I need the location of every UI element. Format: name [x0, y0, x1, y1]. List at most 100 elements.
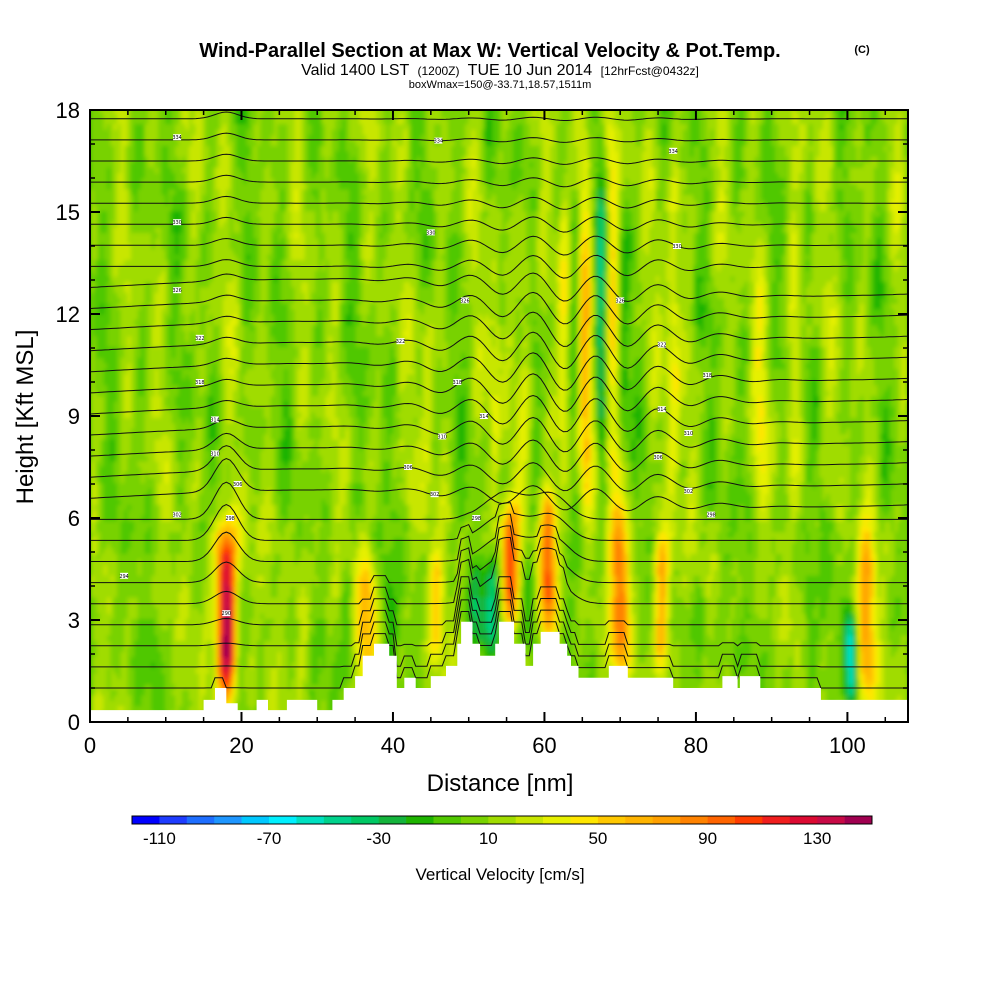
velocity-cell	[131, 319, 135, 325]
velocity-cell	[100, 396, 104, 402]
velocity-cell	[138, 292, 142, 298]
velocity-cell	[134, 700, 138, 706]
velocity-cell	[117, 564, 121, 570]
velocity-cell	[117, 532, 121, 538]
velocity-cell	[131, 129, 135, 135]
velocity-cell	[93, 575, 97, 581]
velocity-cell	[107, 238, 111, 244]
velocity-cell	[107, 570, 111, 576]
velocity-cell	[138, 412, 142, 418]
velocity-cell	[127, 455, 131, 461]
velocity-cell	[138, 330, 142, 336]
velocity-cell	[134, 352, 138, 358]
velocity-cell	[134, 347, 138, 353]
velocity-cell	[100, 684, 104, 690]
velocity-cell	[110, 586, 114, 592]
velocity-cell	[117, 684, 121, 690]
velocity-cell	[117, 379, 121, 385]
velocity-cell	[117, 678, 121, 684]
velocity-cell	[117, 173, 121, 179]
velocity-cell	[138, 194, 142, 200]
velocity-cell	[138, 466, 142, 472]
velocity-cell	[107, 189, 111, 195]
vertical-section-chart: Wind-Parallel Section at Max W: Vertical…	[0, 0, 1000, 1000]
velocity-cell	[138, 254, 142, 260]
velocity-cell	[107, 341, 111, 347]
velocity-cell	[127, 635, 131, 641]
velocity-cell	[93, 238, 97, 244]
velocity-cell	[117, 499, 121, 505]
velocity-cell	[131, 352, 135, 358]
velocity-cell	[124, 586, 128, 592]
velocity-cell	[134, 586, 138, 592]
velocity-cell	[124, 276, 128, 282]
velocity-cell	[107, 140, 111, 146]
velocity-cell	[127, 646, 131, 652]
velocity-cell	[124, 619, 128, 625]
velocity-cell	[124, 173, 128, 179]
velocity-cell	[117, 515, 121, 521]
velocity-cell	[127, 548, 131, 554]
velocity-cell	[107, 374, 111, 380]
velocity-cell	[110, 243, 114, 249]
velocity-cell	[124, 553, 128, 559]
velocity-cell	[104, 303, 108, 309]
velocity-cell	[107, 526, 111, 532]
velocity-cell	[124, 684, 128, 690]
velocity-cell	[127, 330, 131, 336]
velocity-cell	[104, 673, 108, 679]
velocity-cell	[114, 249, 118, 255]
velocity-cell	[114, 488, 118, 494]
velocity-cell	[104, 238, 108, 244]
velocity-cell	[124, 678, 128, 684]
velocity-cell	[117, 521, 121, 527]
velocity-cell	[124, 287, 128, 293]
velocity-cell	[93, 145, 97, 151]
velocity-cell	[117, 145, 121, 151]
velocity-cell	[114, 423, 118, 429]
velocity-cell	[110, 352, 114, 358]
velocity-cell	[134, 526, 138, 532]
velocity-cell	[117, 396, 121, 402]
velocity-cell	[107, 494, 111, 500]
velocity-cell	[138, 428, 142, 434]
velocity-cell	[117, 548, 121, 554]
velocity-cell	[107, 314, 111, 320]
velocity-cell	[131, 287, 135, 293]
velocity-cell	[117, 352, 121, 358]
velocity-cell	[100, 439, 104, 445]
velocity-cell	[131, 619, 135, 625]
velocity-cell	[114, 521, 118, 527]
velocity-cell	[93, 466, 97, 472]
velocity-cell	[104, 657, 108, 663]
velocity-cell	[110, 423, 114, 429]
velocity-cell	[134, 542, 138, 548]
velocity-cell	[107, 270, 111, 276]
velocity-cell	[124, 526, 128, 532]
velocity-cell	[107, 178, 111, 184]
velocity-cell	[93, 281, 97, 287]
velocity-cell	[131, 510, 135, 516]
velocity-cell	[127, 374, 131, 380]
velocity-cell	[131, 586, 135, 592]
velocity-cell	[131, 548, 135, 554]
velocity-cell	[127, 238, 131, 244]
velocity-cell	[93, 374, 97, 380]
velocity-cell	[124, 504, 128, 510]
subtitle-utc: (1200Z)	[417, 64, 459, 78]
velocity-cell	[138, 483, 142, 489]
velocity-cell	[107, 303, 111, 309]
velocity-cell	[114, 162, 118, 168]
velocity-cell	[131, 646, 135, 652]
velocity-cell	[114, 564, 118, 570]
velocity-cell	[110, 439, 114, 445]
velocity-cell	[127, 314, 131, 320]
velocity-cell	[127, 657, 131, 663]
velocity-cell	[100, 298, 104, 304]
velocity-cell	[114, 608, 118, 614]
velocity-cell	[107, 700, 111, 706]
velocity-cell	[138, 396, 142, 402]
velocity-cell	[134, 477, 138, 483]
velocity-cell	[117, 194, 121, 200]
velocity-cell	[127, 526, 131, 532]
